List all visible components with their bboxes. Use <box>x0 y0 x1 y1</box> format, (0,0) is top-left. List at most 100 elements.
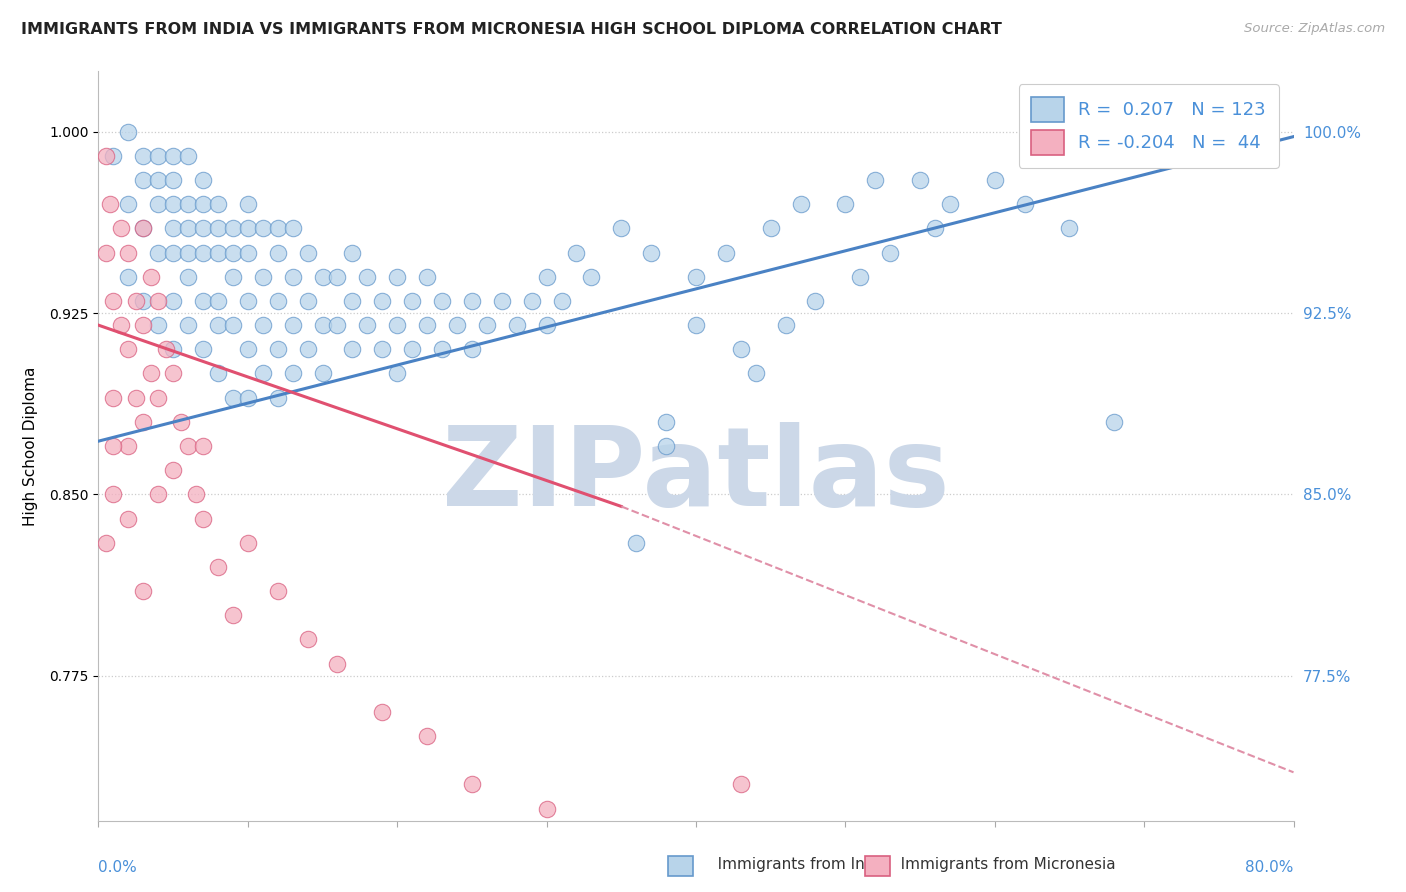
Point <box>162 293 184 308</box>
Point <box>177 439 200 453</box>
Point <box>267 293 290 308</box>
Point <box>162 463 184 477</box>
Point <box>236 391 259 405</box>
Point <box>132 149 155 163</box>
Point <box>371 293 394 308</box>
Point <box>191 293 214 308</box>
Point <box>356 318 378 333</box>
Point <box>536 318 558 333</box>
Point <box>125 293 148 308</box>
Point <box>103 487 125 501</box>
Point <box>311 367 333 381</box>
Point <box>132 221 155 235</box>
Point <box>565 245 588 260</box>
Point <box>759 221 782 235</box>
Point <box>416 318 439 333</box>
Point <box>745 367 768 381</box>
Point <box>110 221 132 235</box>
Point <box>207 197 229 211</box>
Point <box>326 318 349 333</box>
Point <box>416 269 439 284</box>
Point <box>132 173 155 187</box>
Point <box>924 221 946 235</box>
Point <box>236 293 259 308</box>
Point <box>162 149 184 163</box>
Point <box>132 221 155 235</box>
Point <box>401 293 423 308</box>
Point <box>804 293 827 308</box>
Point <box>117 125 139 139</box>
Point <box>222 608 245 623</box>
Point <box>342 343 364 357</box>
Point <box>207 318 229 333</box>
Point <box>640 245 662 260</box>
Text: ZIPatlas: ZIPatlas <box>441 423 950 530</box>
Point <box>311 318 333 333</box>
Point <box>446 318 468 333</box>
Point <box>94 149 117 163</box>
Point <box>207 367 229 381</box>
Text: Source: ZipAtlas.com: Source: ZipAtlas.com <box>1244 22 1385 36</box>
Point <box>1104 415 1126 429</box>
Point <box>162 197 184 211</box>
Point <box>730 343 752 357</box>
Point <box>236 343 259 357</box>
Point <box>177 245 200 260</box>
Point <box>207 221 229 235</box>
Point <box>103 293 125 308</box>
Point <box>536 801 558 815</box>
Point <box>984 173 1007 187</box>
Text: Immigrants from India: Immigrants from India <box>703 857 889 872</box>
Point <box>655 415 678 429</box>
Point <box>162 221 184 235</box>
Point <box>461 777 484 791</box>
Point <box>311 269 333 284</box>
Point <box>939 197 962 211</box>
Point <box>267 343 290 357</box>
Point <box>520 293 543 308</box>
Point <box>461 343 484 357</box>
Point <box>849 269 872 284</box>
Point <box>581 269 603 284</box>
Point <box>342 293 364 308</box>
Point <box>236 535 259 549</box>
Point <box>222 245 245 260</box>
Text: Immigrants from Micronesia: Immigrants from Micronesia <box>886 857 1115 872</box>
Point <box>789 197 811 211</box>
Point <box>908 173 931 187</box>
Point <box>371 343 394 357</box>
Point <box>550 293 572 308</box>
Point <box>177 221 200 235</box>
Point <box>148 293 170 308</box>
Point <box>297 245 319 260</box>
Point <box>267 584 290 599</box>
Point <box>222 318 245 333</box>
Point <box>139 269 162 284</box>
Point <box>207 245 229 260</box>
Point <box>191 173 214 187</box>
Point <box>162 343 184 357</box>
Point <box>148 487 170 501</box>
Point <box>191 343 214 357</box>
Legend: R =  0.207   N = 123, R = -0.204   N =  44: R = 0.207 N = 123, R = -0.204 N = 44 <box>1019 84 1278 168</box>
Point <box>401 343 423 357</box>
Point <box>162 367 184 381</box>
Point <box>132 415 155 429</box>
Point <box>342 245 364 260</box>
Point <box>110 318 132 333</box>
Y-axis label: High School Diploma: High School Diploma <box>22 367 38 525</box>
Point <box>117 269 139 284</box>
Point <box>132 584 155 599</box>
Point <box>148 197 170 211</box>
Point <box>281 318 304 333</box>
Point <box>326 657 349 671</box>
Point <box>103 439 125 453</box>
Point <box>222 391 245 405</box>
Point <box>506 318 529 333</box>
Point <box>371 705 394 719</box>
Point <box>148 318 170 333</box>
Point <box>177 318 200 333</box>
Point <box>169 415 191 429</box>
Point <box>685 318 707 333</box>
Point <box>536 269 558 284</box>
